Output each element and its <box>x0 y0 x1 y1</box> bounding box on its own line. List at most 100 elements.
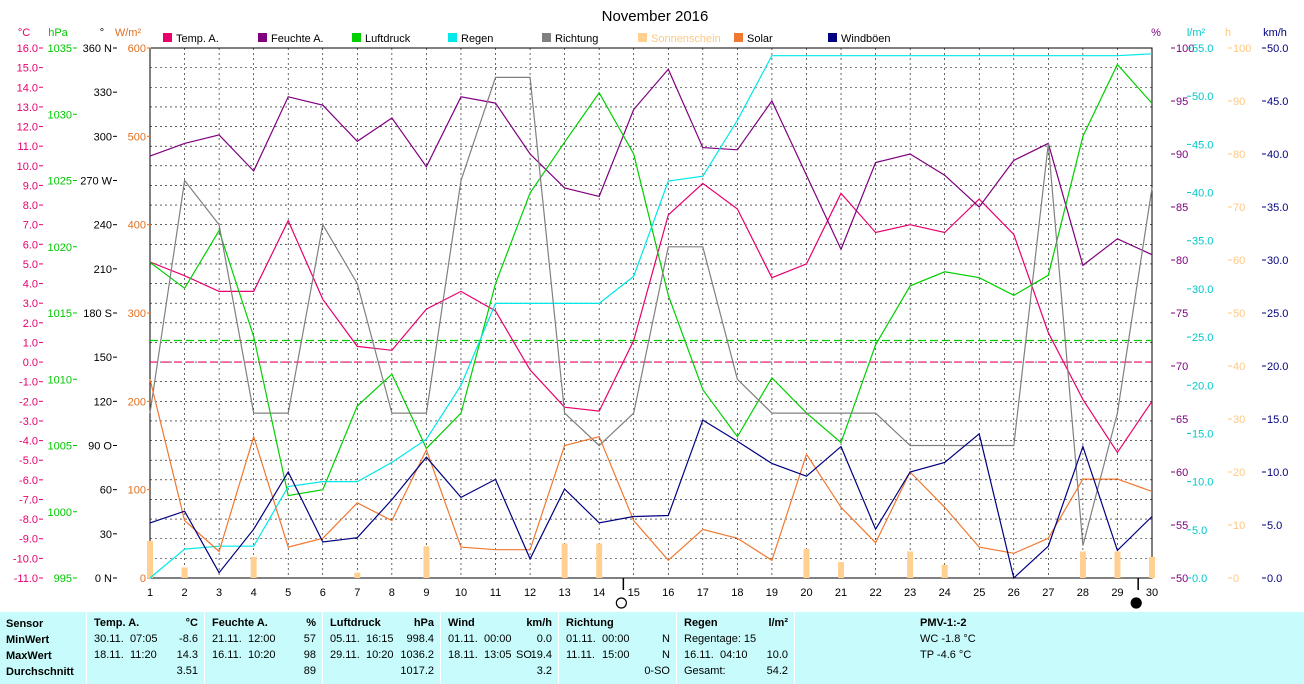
dir-axis-tick: 90 O <box>88 441 112 453</box>
weather-chart: 16.015.014.013.012.011.010.09.08.07.06.0… <box>13 8 1289 609</box>
series-line-luftdruck <box>149 63 1153 497</box>
rain-axis-tick: 30.0 <box>1192 284 1213 296</box>
legend-label: Luftdruck <box>365 33 411 45</box>
direction-min-value: N <box>662 633 670 645</box>
rain-axis-tick: 15.0 <box>1192 428 1213 440</box>
x-axis-tick: 28 <box>1077 587 1089 599</box>
humidity-min-date: 21.11. <box>212 633 242 645</box>
temp-axis-tick: 1.0 <box>23 337 38 349</box>
wind-stats-unit: km/h <box>526 617 552 629</box>
press-axis-tick: 1015 <box>48 308 72 320</box>
direction-stats-title: Richtung <box>566 617 614 629</box>
rain-total-value: 54.2 <box>766 665 788 677</box>
temp-axis-tick: -11.0 <box>14 573 38 585</box>
humidity-max-time: 10:20 <box>248 649 276 661</box>
sunshine-bar <box>1079 551 1086 578</box>
temp-axis-tick: 7.0 <box>23 220 38 232</box>
x-axis-tick: 27 <box>1042 587 1054 599</box>
x-axis-tick: 3 <box>216 587 222 599</box>
series-line-windb-en <box>149 419 1153 580</box>
x-axis-tick: 19 <box>766 587 778 599</box>
x-axis-tick: 6 <box>320 587 326 599</box>
legend-label: Sonnenschein <box>651 33 721 45</box>
temp-axis-tick: 12.0 <box>17 122 38 134</box>
pressure-stats-column: Luftdruck hPa 05.11. 16:15 998.4 29.11. … <box>326 612 441 684</box>
sunshine-bar <box>941 564 948 578</box>
legend-swatch <box>828 33 837 42</box>
dir-axis-tick: 150 <box>94 352 112 364</box>
sun-axis-tick: 90 <box>1233 96 1245 108</box>
wind-axis-tick: 15.0 <box>1267 414 1288 426</box>
press-axis-tick: 1000 <box>48 507 72 519</box>
x-axis-tick: 21 <box>835 587 847 599</box>
temp-axis-tick: -9.0 <box>19 534 38 546</box>
x-axis-tick: 9 <box>423 587 429 599</box>
temp-axis-tick: -2.0 <box>19 396 38 408</box>
wind-axis-tick: 45.0 <box>1267 96 1288 108</box>
sunshine-bar <box>423 546 430 578</box>
sunshine-bar <box>181 567 188 578</box>
press-axis-tick: 995 <box>54 573 72 585</box>
temp-avg-value: 3.51 <box>176 665 198 677</box>
hum-axis-tick: 85 <box>1176 202 1188 214</box>
hum-axis-tick: 50 <box>1176 573 1188 585</box>
rain-stats-column: Regen l/m² Regentage: 15 16.11. 04:10 10… <box>680 612 795 684</box>
temp-max-time: 11:20 <box>130 649 157 661</box>
dir-axis-tick: 240 <box>94 220 112 232</box>
press-axis-tick: 1005 <box>48 441 72 453</box>
legend-swatch <box>352 33 361 42</box>
solar-axis-tick: 100 <box>128 485 146 497</box>
temp-axis-tick: -1.0 <box>19 377 38 389</box>
legend-label: Richtung <box>555 33 598 45</box>
x-axis-tick: 20 <box>800 587 812 599</box>
temp-max-value: 14.3 <box>176 649 198 661</box>
temp-axis-tick: 0.0 <box>23 357 38 369</box>
moon-phase-markers <box>615 578 1142 609</box>
x-axis-tick: 25 <box>973 587 985 599</box>
wind-stats-column: Wind km/h 01.11. 00:00 0.0 18.11. 13:05 … <box>444 612 559 684</box>
x-axis-tick: 1 <box>147 587 153 599</box>
hum-axis-tick: 75 <box>1176 308 1188 320</box>
sunshine-bar <box>250 556 257 578</box>
temp-stats-column: Temp. A. °C 30.11. 07:05 -8.6 18.11. 11:… <box>90 612 205 684</box>
solar-axis-tick: 400 <box>128 220 146 232</box>
temp-axis-tick: 16.0 <box>17 43 38 55</box>
wind-max-direction: SO <box>516 649 532 661</box>
dir-axis-tick: 60 <box>100 485 112 497</box>
series-line-feuchte-a <box>149 68 1153 267</box>
wind-max-time: 13:05 <box>484 649 512 661</box>
x-axis-tick: 15 <box>628 587 640 599</box>
sunshine-bars <box>147 540 1155 578</box>
dir-axis-tick: 180 S <box>83 308 112 320</box>
x-axis-tick: 18 <box>731 587 743 599</box>
legend-swatch <box>163 33 172 42</box>
x-axis-tick: 13 <box>558 587 570 599</box>
series-line-richtung <box>149 76 1153 546</box>
x-axis-tick: 29 <box>1111 587 1123 599</box>
sun-axis-tick: 70 <box>1233 202 1245 214</box>
rain-axis-tick: 20.0 <box>1192 380 1213 392</box>
pressure-avg-value: 1017.2 <box>400 665 434 677</box>
hum-axis-tick: 65 <box>1176 414 1188 426</box>
sunshine-bar <box>596 543 603 578</box>
temp-axis-tick: 9.0 <box>23 180 38 192</box>
solar-axis-tick: 500 <box>128 131 146 143</box>
press-axis-tick: 1025 <box>48 176 72 188</box>
dir-axis-unit: ° <box>100 27 104 39</box>
sunshine-bar <box>803 548 810 578</box>
sunshine-bar <box>354 572 361 578</box>
pmv-column: PMV-1:-2 WC -1.8 °C TP -4.6 °C <box>798 612 1304 684</box>
direction-avg-value: 0-SO <box>644 665 670 677</box>
new-moon-icon <box>1130 597 1142 609</box>
series-lines <box>149 53 1153 580</box>
legend-label: Regen <box>461 33 493 45</box>
dir-axis-tick: 360 N <box>83 43 112 55</box>
chart-axes: 16.015.014.013.012.011.010.09.08.07.06.0… <box>13 27 1289 599</box>
sunshine-bar <box>838 562 845 578</box>
temp-axis-tick: 5.0 <box>23 259 38 271</box>
temp-axis-tick: 14.0 <box>17 82 38 94</box>
wind-min-time: 00:00 <box>484 633 512 645</box>
legend-swatch <box>542 33 551 42</box>
x-axis-tick: 22 <box>869 587 881 599</box>
wind-stats-title: Wind <box>448 617 475 629</box>
